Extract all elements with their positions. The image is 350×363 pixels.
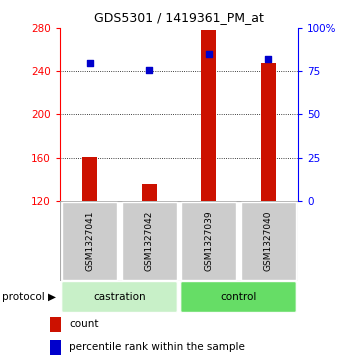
Text: protocol ▶: protocol ▶ — [2, 292, 56, 302]
Text: percentile rank within the sample: percentile rank within the sample — [69, 342, 245, 352]
Text: castration: castration — [93, 292, 146, 302]
FancyBboxPatch shape — [62, 282, 177, 312]
Point — [206, 51, 211, 57]
FancyBboxPatch shape — [181, 282, 296, 312]
Bar — [50, 340, 62, 355]
Bar — [181, 202, 236, 280]
Text: count: count — [69, 319, 99, 329]
Bar — [62, 202, 117, 280]
Text: GSM1327040: GSM1327040 — [264, 211, 273, 271]
Bar — [261, 62, 276, 201]
Text: GSM1327039: GSM1327039 — [204, 211, 213, 271]
Bar — [122, 202, 177, 280]
Text: GSM1327041: GSM1327041 — [85, 211, 94, 271]
Title: GDS5301 / 1419361_PM_at: GDS5301 / 1419361_PM_at — [94, 11, 264, 24]
Text: control: control — [220, 292, 257, 302]
Text: GSM1327042: GSM1327042 — [145, 211, 154, 271]
Point — [146, 67, 152, 73]
Bar — [241, 202, 296, 280]
Point — [87, 60, 92, 65]
Point — [265, 56, 271, 62]
Bar — [82, 157, 97, 201]
Bar — [201, 30, 216, 201]
Bar — [142, 184, 157, 201]
Bar — [50, 317, 62, 331]
